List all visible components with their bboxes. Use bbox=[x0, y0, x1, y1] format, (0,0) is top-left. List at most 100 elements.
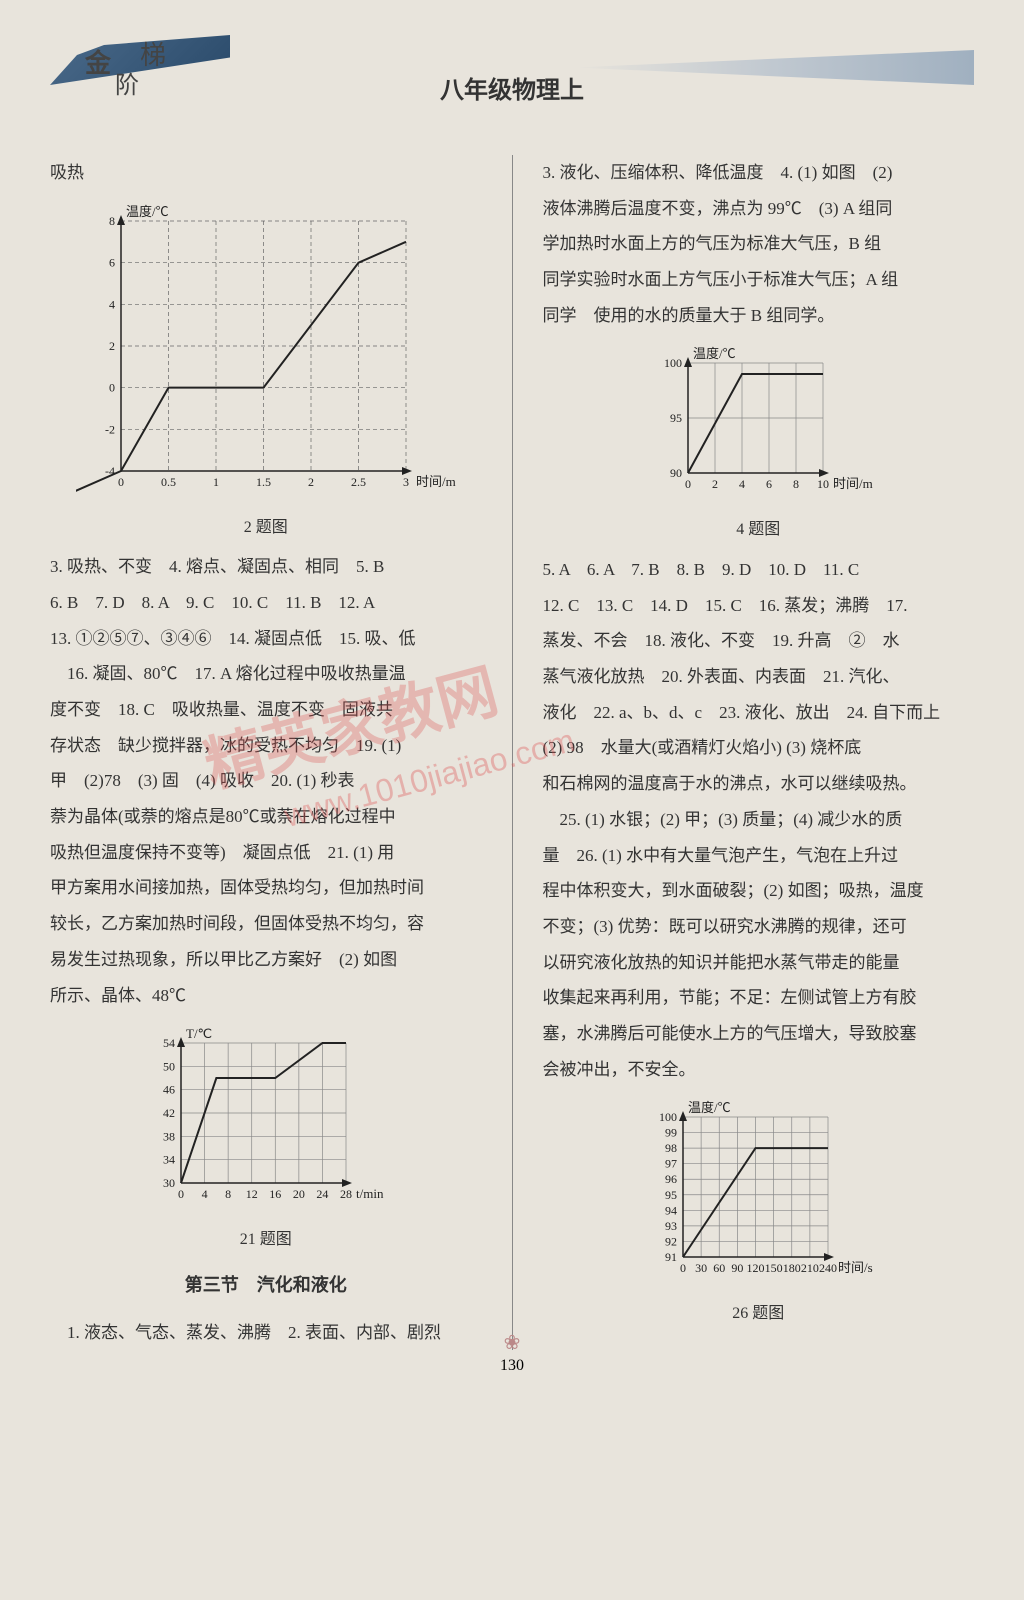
svg-text:2: 2 bbox=[308, 475, 314, 489]
svg-text:210: 210 bbox=[801, 1261, 819, 1275]
svg-text:10: 10 bbox=[817, 477, 829, 491]
svg-text:91: 91 bbox=[665, 1250, 677, 1264]
svg-text:150: 150 bbox=[765, 1261, 783, 1275]
svg-text:16: 16 bbox=[269, 1187, 281, 1201]
svg-text:99: 99 bbox=[665, 1126, 677, 1140]
svg-text:t/min: t/min bbox=[356, 1186, 384, 1201]
svg-text:20: 20 bbox=[293, 1187, 305, 1201]
left-p16: 1. 液态、气态、蒸发、沸腾 2. 表面、内部、剧烈 bbox=[50, 1315, 482, 1351]
svg-text:42: 42 bbox=[163, 1106, 175, 1120]
right-p9: 蒸气液化放热 20. 外表面、内表面 21. 汽化、 bbox=[543, 659, 975, 695]
section3-header: 第三节 汽化和液化 bbox=[50, 1267, 482, 1305]
right-p17: 以研究液化放热的知识并能把水蒸气带走的能量 bbox=[543, 945, 975, 981]
chart3-caption: 4 题图 bbox=[543, 513, 975, 547]
left-line1: 吸热 bbox=[50, 155, 482, 191]
svg-text:4: 4 bbox=[739, 477, 745, 491]
left-p14: 易发生过热现象，所以甲比乙方案好 (2) 如图 bbox=[50, 942, 482, 978]
right-p14: 量 26. (1) 水中有大量气泡产生，气泡在上升过 bbox=[543, 838, 975, 874]
right-p20: 会被冲出，不安全。 bbox=[543, 1052, 975, 1088]
right-p13: 25. (1) 水银；(2) 甲；(3) 质量；(4) 减少水的质 bbox=[543, 802, 975, 838]
svg-text:0: 0 bbox=[685, 477, 691, 491]
chart1-box: 00.511.522.53-4-202468时间/min温度/℃ bbox=[50, 201, 482, 501]
svg-text:96: 96 bbox=[665, 1173, 677, 1187]
chart3-box: 0 2 4 6 8 10 90 95 100 时间/min 温度/℃ bbox=[543, 343, 975, 503]
svg-text:95: 95 bbox=[665, 1188, 677, 1202]
content-columns: 吸热 00.511.522.53-4-202468时间/min温度/℃ 2 题图… bbox=[50, 155, 974, 1350]
left-p12: 甲方案用水间接加热，固体受热均匀，但加热时间 bbox=[50, 870, 482, 906]
page-number: 130 bbox=[500, 1357, 524, 1375]
right-p8: 蒸发、不会 18. 液化、不变 19. 升高 ② 水 bbox=[543, 623, 975, 659]
right-p18: 收集起来再利用，节能；不足：左侧试管上方有胶 bbox=[543, 980, 975, 1016]
chart3: 0 2 4 6 8 10 90 95 100 时间/min 温度/℃ bbox=[643, 343, 873, 503]
svg-text:时间/min: 时间/min bbox=[833, 476, 873, 491]
svg-text:8: 8 bbox=[109, 214, 115, 228]
svg-text:60: 60 bbox=[714, 1261, 726, 1275]
svg-text:100: 100 bbox=[664, 356, 682, 370]
svg-text:28: 28 bbox=[340, 1187, 352, 1201]
right-p10: 液化 22. a、b、d、c 23. 液化、放出 24. 自下而上 bbox=[543, 695, 975, 731]
chart4: 0306090120150180210240919293949596979899… bbox=[638, 1097, 878, 1287]
svg-text:90: 90 bbox=[670, 466, 682, 480]
left-p6: 16. 凝固、80℃ 17. A 熔化过程中吸收热量温 bbox=[50, 656, 482, 692]
right-p7: 12. C 13. C 14. D 15. C 16. 蒸发；沸腾 17. bbox=[543, 588, 975, 624]
svg-text:12: 12 bbox=[245, 1187, 257, 1201]
left-p15: 所示、晶体、48℃ bbox=[50, 978, 482, 1014]
right-p2: 液体沸腾后温度不变，沸点为 99℃ (3) A 组同 bbox=[543, 191, 975, 227]
svg-text:46: 46 bbox=[163, 1083, 175, 1097]
svg-text:180: 180 bbox=[783, 1261, 801, 1275]
svg-text:2: 2 bbox=[109, 339, 115, 353]
svg-text:T/℃: T/℃ bbox=[186, 1026, 212, 1041]
svg-text:8: 8 bbox=[793, 477, 799, 491]
right-p1: 3. 液化、压缩体积、降低温度 4. (1) 如图 (2) bbox=[543, 155, 975, 191]
svg-text:8: 8 bbox=[225, 1187, 231, 1201]
svg-text:0: 0 bbox=[178, 1187, 184, 1201]
svg-text:4: 4 bbox=[201, 1187, 207, 1201]
right-p12: 和石棉网的温度高于水的沸点，水可以继续吸热。 bbox=[543, 766, 975, 802]
svg-text:94: 94 bbox=[665, 1204, 677, 1218]
svg-text:54: 54 bbox=[163, 1036, 175, 1050]
chart2-caption: 21 题图 bbox=[50, 1223, 482, 1257]
left-p9: 甲 (2)78 (3) 固 (4) 吸收 20. (1) 秒表 bbox=[50, 763, 482, 799]
svg-text:温度/℃: 温度/℃ bbox=[126, 204, 169, 219]
chart4-box: 0306090120150180210240919293949596979899… bbox=[543, 1097, 975, 1287]
svg-text:2: 2 bbox=[712, 477, 718, 491]
svg-text:30: 30 bbox=[695, 1261, 707, 1275]
svg-text:98: 98 bbox=[665, 1141, 677, 1155]
svg-text:30: 30 bbox=[163, 1176, 175, 1190]
svg-text:24: 24 bbox=[316, 1187, 328, 1201]
svg-text:0: 0 bbox=[680, 1261, 686, 1275]
chart2-box: 048121620242830343842465054t/minT/℃ bbox=[50, 1023, 482, 1213]
left-p13: 较长，乙方案加热时间段，但固体受热不均匀，容 bbox=[50, 906, 482, 942]
left-p3: 3. 吸热、不变 4. 熔点、凝固点、相同 5. B bbox=[50, 549, 482, 585]
svg-text:93: 93 bbox=[665, 1219, 677, 1233]
svg-text:1.5: 1.5 bbox=[256, 475, 271, 489]
svg-text:时间/s: 时间/s bbox=[838, 1260, 873, 1275]
svg-text:2.5: 2.5 bbox=[351, 475, 366, 489]
svg-text:90: 90 bbox=[732, 1261, 744, 1275]
brand-char-3: 梯 bbox=[140, 35, 166, 72]
svg-text:34: 34 bbox=[163, 1153, 175, 1167]
svg-text:6: 6 bbox=[766, 477, 772, 491]
left-p10: 萘为晶体(或萘的熔点是80℃或萘在熔化过程中 bbox=[50, 799, 482, 835]
svg-text:温度/℃: 温度/℃ bbox=[688, 1100, 731, 1115]
svg-text:4: 4 bbox=[109, 297, 115, 311]
svg-text:100: 100 bbox=[659, 1110, 677, 1124]
right-p4: 同学实验时水面上方气压小于标准大气压；A 组 bbox=[543, 262, 975, 298]
brand-char-1: 金 bbox=[85, 43, 111, 80]
chart1: 00.511.522.53-4-202468时间/min温度/℃ bbox=[76, 201, 456, 501]
svg-text:时间/min: 时间/min bbox=[416, 474, 456, 489]
svg-text:0.5: 0.5 bbox=[161, 475, 176, 489]
right-p16: 不变；(3) 优势：既可以研究水沸腾的规律，还可 bbox=[543, 909, 975, 945]
svg-text:92: 92 bbox=[665, 1235, 677, 1249]
column-divider bbox=[512, 155, 513, 1350]
left-p8: 存状态 缺少搅拌器，冰的受热不均匀 19. (1) bbox=[50, 728, 482, 764]
brand-char-2: 阶 bbox=[115, 65, 139, 100]
right-p19: 塞，水沸腾后可能使水上方的气压增大，导致胶塞 bbox=[543, 1016, 975, 1052]
right-column: 3. 液化、压缩体积、降低温度 4. (1) 如图 (2) 液体沸腾后温度不变，… bbox=[543, 155, 975, 1350]
right-p15: 程中体积变大，到水面破裂；(2) 如图；吸热，温度 bbox=[543, 873, 975, 909]
right-p3: 学加热时水面上方的气压为标准大气压，B 组 bbox=[543, 226, 975, 262]
svg-text:95: 95 bbox=[670, 411, 682, 425]
svg-text:120: 120 bbox=[747, 1261, 765, 1275]
svg-text:3: 3 bbox=[403, 475, 409, 489]
svg-text:温度/℃: 温度/℃ bbox=[693, 346, 736, 361]
